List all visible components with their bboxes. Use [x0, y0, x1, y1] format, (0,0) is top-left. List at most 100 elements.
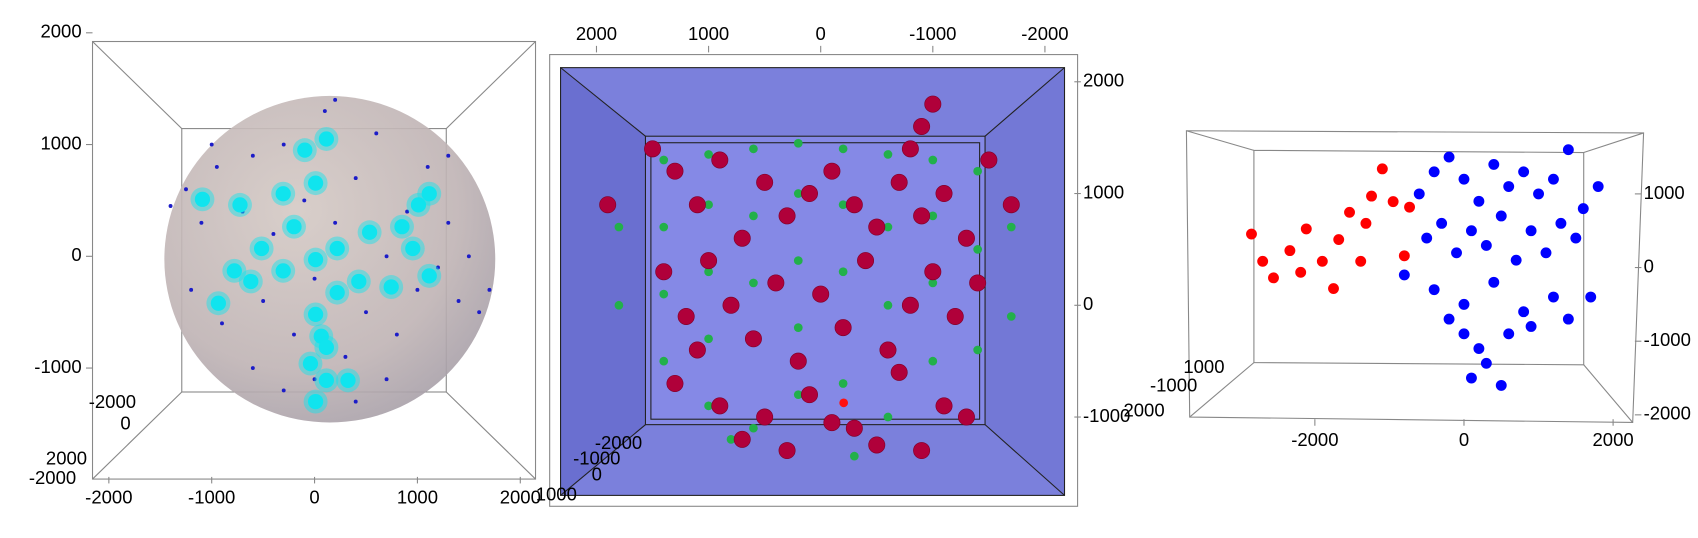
z-tick-label: 0: [592, 464, 602, 485]
point: [364, 310, 368, 315]
point: [333, 97, 338, 102]
point: [487, 287, 492, 292]
y-tick-label: 1000: [1644, 182, 1685, 203]
point: [838, 200, 848, 210]
point: [1570, 232, 1582, 244]
point: [756, 173, 774, 191]
point: [1548, 173, 1559, 185]
y-tick-label: 0: [1083, 293, 1093, 314]
point: [1562, 144, 1574, 156]
point: [666, 375, 684, 392]
point: [214, 164, 219, 169]
point: [302, 198, 307, 203]
point: [340, 372, 356, 388]
point: [477, 310, 482, 315]
point: [793, 138, 803, 148]
point: [890, 173, 908, 191]
z-tick-label: 1000: [1183, 356, 1224, 377]
point: [275, 263, 291, 279]
point: [1328, 283, 1339, 294]
point: [1398, 250, 1410, 262]
point: [823, 414, 841, 432]
point: [1562, 313, 1574, 325]
point: [353, 399, 358, 404]
x-tick-label: 2000: [576, 23, 617, 44]
point: [1376, 163, 1388, 175]
point: [322, 109, 327, 113]
point: [394, 332, 399, 337]
point: [353, 176, 358, 181]
point: [1480, 357, 1492, 369]
point: [711, 151, 729, 169]
x-tick-label: 0: [1459, 429, 1469, 450]
x-tick-label: 0: [309, 487, 319, 508]
point: [868, 436, 886, 454]
point: [793, 390, 803, 400]
point: [659, 289, 669, 299]
point: [1344, 206, 1355, 218]
y-tick-label: 1000: [40, 132, 81, 153]
point: [800, 386, 818, 404]
point: [793, 323, 803, 332]
point: [849, 451, 859, 461]
point: [210, 295, 227, 311]
point: [924, 263, 942, 281]
point: [1436, 217, 1448, 229]
point: [749, 144, 758, 154]
x-tick-label: -2000: [1291, 429, 1338, 450]
point: [935, 185, 953, 203]
point: [901, 140, 919, 158]
point: [446, 220, 451, 225]
point: [250, 153, 255, 158]
point: [1284, 245, 1296, 257]
point: [868, 218, 886, 236]
point: [1387, 196, 1399, 208]
point: [883, 150, 893, 159]
point: [1458, 298, 1470, 310]
z-tick-label: -1000: [573, 447, 620, 468]
point: [1533, 188, 1544, 200]
point: [1360, 217, 1372, 229]
point: [733, 229, 751, 247]
point: [318, 131, 335, 147]
point: [659, 155, 669, 165]
point: [946, 307, 964, 325]
point: [928, 155, 938, 165]
point: [733, 430, 751, 448]
point: [232, 197, 248, 213]
point: [1503, 328, 1515, 340]
point: [1525, 225, 1537, 237]
point: [845, 419, 863, 437]
point: [286, 219, 302, 235]
point: [883, 222, 893, 232]
point: [1300, 223, 1312, 235]
point: [838, 379, 848, 388]
point: [405, 240, 421, 257]
point: [1488, 276, 1500, 288]
point: [226, 263, 242, 279]
point: [1366, 190, 1377, 202]
point: [318, 339, 335, 355]
point: [845, 196, 863, 214]
point: [749, 278, 758, 288]
point: [1548, 291, 1559, 303]
point: [1555, 217, 1567, 229]
point: [823, 162, 841, 180]
point: [1495, 210, 1507, 222]
z-tick-label: 1000: [536, 483, 577, 504]
point: [253, 240, 270, 257]
point: [261, 299, 266, 303]
point: [901, 296, 919, 314]
point: [1577, 203, 1589, 215]
point: [250, 366, 255, 371]
point: [704, 150, 713, 159]
point: [312, 276, 317, 281]
point: [329, 285, 345, 301]
point: [436, 265, 440, 270]
point: [281, 142, 286, 147]
point: [394, 219, 410, 235]
point: [1443, 151, 1455, 163]
point: [1473, 195, 1485, 207]
point: [973, 345, 983, 355]
point: [969, 274, 987, 292]
